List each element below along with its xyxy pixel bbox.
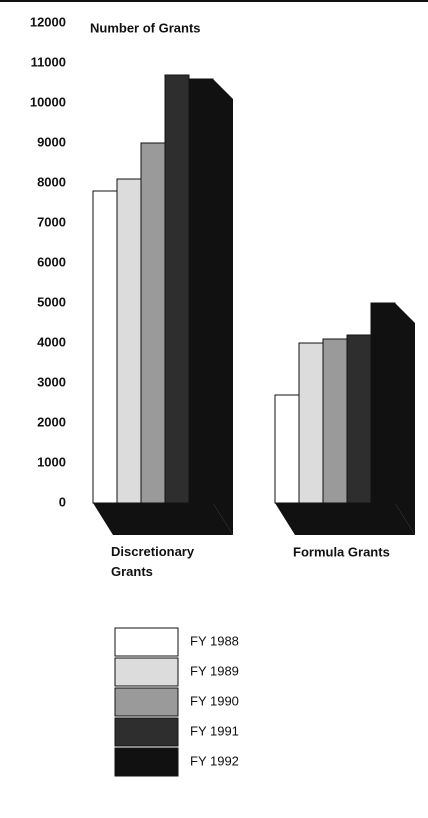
legend-label: FY 1990 [190, 693, 239, 708]
floor [93, 503, 233, 535]
legend-label: FY 1991 [190, 723, 239, 738]
bar [116, 178, 142, 504]
y-tick-label: 10000 [30, 94, 66, 109]
bar [370, 302, 396, 504]
legend-swatch [114, 717, 179, 747]
bar-side [395, 303, 415, 535]
floor [275, 503, 415, 535]
y-tick-label: 5000 [37, 294, 66, 309]
legend-label: FY 1992 [190, 753, 239, 768]
y-tick-label: 8000 [37, 174, 66, 189]
legend-swatch [114, 657, 179, 687]
y-tick-label: 6000 [37, 254, 66, 269]
y-tick-label: 9000 [37, 134, 66, 149]
y-tick-label: 3000 [37, 374, 66, 389]
legend-label: FY 1988 [190, 633, 239, 648]
legend-swatch [114, 627, 179, 657]
x-tick-label: Discretionary Grants [111, 544, 195, 579]
y-tick-label: 1000 [37, 454, 66, 469]
bar [140, 142, 166, 504]
y-tick-label: 11000 [31, 54, 66, 69]
x-tick-label: Formula Grants [293, 544, 390, 559]
legend-swatch [114, 687, 179, 717]
y-tick-label: 12000 [30, 14, 66, 29]
y-tick-label: 0 [59, 494, 66, 509]
bar [322, 338, 348, 504]
bar-side [213, 79, 233, 535]
y-tick-label: 2000 [37, 414, 66, 429]
bar [92, 190, 118, 504]
chart-title: Number of Grants [90, 20, 201, 35]
bar [346, 334, 372, 504]
y-tick-label: 7000 [37, 214, 66, 229]
bar [164, 74, 190, 504]
legend-swatch [114, 747, 179, 777]
bar [188, 78, 214, 504]
y-tick-label: 4000 [37, 334, 66, 349]
legend-label: FY 1989 [190, 663, 239, 678]
bar [298, 342, 324, 504]
bar [274, 394, 300, 504]
